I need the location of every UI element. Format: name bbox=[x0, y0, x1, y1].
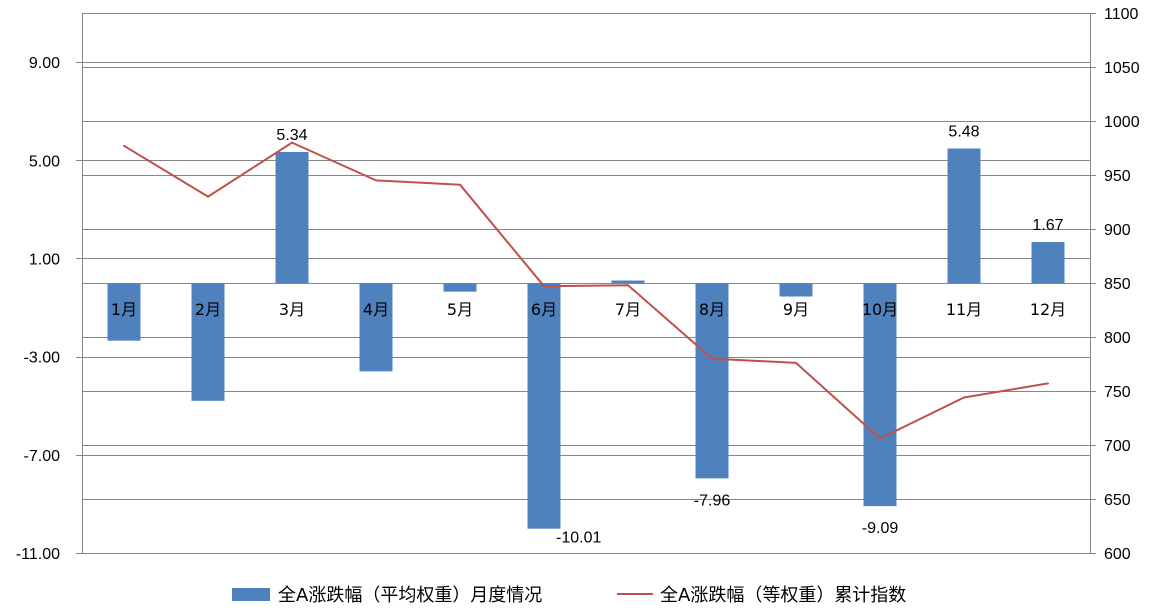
category-label-9: 9月 bbox=[783, 300, 809, 319]
line-point-3 bbox=[291, 141, 293, 144]
left-tick-label-2: 1.00 bbox=[29, 251, 60, 268]
category-label-7: 7月 bbox=[615, 300, 641, 319]
bar-series bbox=[107, 148, 1065, 529]
left-tick-label-4: -7.00 bbox=[24, 448, 61, 465]
left-tick-label-1: 5.00 bbox=[29, 153, 60, 170]
line-point-6 bbox=[543, 285, 545, 288]
data-label-6: -10.01 bbox=[556, 530, 601, 547]
category-label-5: 5月 bbox=[447, 300, 473, 319]
right-tick-label-7: 950 bbox=[1104, 168, 1131, 185]
right-tick-label-10: 1100 bbox=[1104, 6, 1139, 23]
line-point-11 bbox=[963, 396, 965, 399]
left-tick-label-5: -11.00 bbox=[16, 546, 60, 563]
line-series bbox=[123, 141, 1049, 440]
bar-12 bbox=[1031, 242, 1065, 283]
line-point-7 bbox=[627, 284, 629, 287]
category-label-2: 2月 bbox=[195, 300, 221, 319]
line-point-4 bbox=[375, 179, 377, 182]
data-label-11: 5.48 bbox=[948, 123, 979, 140]
right-tick-label-1: 650 bbox=[1104, 492, 1131, 509]
right-tick-label-3: 750 bbox=[1104, 384, 1131, 401]
legend: 全A涨跌幅（平均权重）月度情况 全A涨跌幅（等权重）累计指数 bbox=[232, 585, 906, 606]
right-tick-label-9: 1050 bbox=[1104, 60, 1140, 77]
line-point-12 bbox=[1047, 382, 1049, 385]
category-labels: 1月 2月 3月 4月 5月 6月 7月 8月 9月 10月 11月 12月 bbox=[111, 300, 1066, 319]
legend-label-bar: 全A涨跌幅（平均权重）月度情况 bbox=[278, 585, 542, 606]
right-tick-label-2: 700 bbox=[1104, 438, 1131, 455]
left-tick-label-0: 9.00 bbox=[29, 55, 60, 72]
category-label-12: 12月 bbox=[1030, 300, 1066, 319]
data-label-10: -9.09 bbox=[862, 520, 899, 537]
category-label-1: 1月 bbox=[111, 300, 137, 319]
category-label-8: 8月 bbox=[699, 300, 725, 319]
line-point-2 bbox=[207, 195, 209, 198]
line-series-path bbox=[123, 141, 1049, 440]
data-label-8: -7.96 bbox=[694, 492, 731, 509]
category-label-11: 11月 bbox=[946, 300, 982, 319]
line-point-8 bbox=[711, 357, 713, 360]
bar-5 bbox=[443, 283, 477, 292]
data-labels: 5.34 -10.01 -7.96 -9.09 5.48 1.67 bbox=[276, 123, 1063, 546]
left-tick-label-3: -3.00 bbox=[24, 350, 61, 367]
bar-3 bbox=[275, 151, 309, 283]
right-tick-label-8: 1000 bbox=[1104, 114, 1140, 131]
bar-1 bbox=[107, 283, 141, 341]
data-label-12: 1.67 bbox=[1032, 217, 1063, 234]
right-tick-label-5: 850 bbox=[1104, 276, 1131, 293]
bar-9 bbox=[779, 283, 813, 297]
bar-8 bbox=[695, 283, 729, 479]
left-axis-ticks: 9.00 5.00 1.00 -3.00 -7.00 -11.00 bbox=[16, 55, 82, 563]
category-label-10: 10月 bbox=[862, 300, 898, 319]
bar-4 bbox=[359, 283, 393, 372]
bar-7 bbox=[611, 280, 645, 283]
right-axis-ticks: 600 650 700 750 800 850 900 950 1000 1050 1100 bbox=[1090, 6, 1140, 563]
right-tick-label-6: 900 bbox=[1104, 222, 1131, 239]
line-point-10 bbox=[879, 437, 881, 440]
right-tick-label-4: 800 bbox=[1104, 330, 1131, 347]
gridlines bbox=[82, 13, 1090, 554]
line-point-5 bbox=[459, 183, 461, 186]
category-label-6: 6月 bbox=[531, 300, 557, 319]
bar-6 bbox=[527, 283, 561, 529]
category-label-4: 4月 bbox=[363, 300, 389, 319]
data-label-3: 5.34 bbox=[276, 127, 307, 144]
category-label-3: 3月 bbox=[279, 300, 305, 319]
line-point-1 bbox=[123, 144, 125, 147]
bar-2 bbox=[191, 283, 225, 401]
bar-10 bbox=[863, 283, 897, 507]
right-tick-label-0: 600 bbox=[1104, 546, 1131, 563]
bar-11 bbox=[947, 148, 981, 283]
legend-swatch-bar bbox=[232, 588, 270, 601]
line-point-9 bbox=[795, 361, 797, 364]
legend-label-line: 全A涨跌幅（等权重）累计指数 bbox=[660, 585, 906, 606]
